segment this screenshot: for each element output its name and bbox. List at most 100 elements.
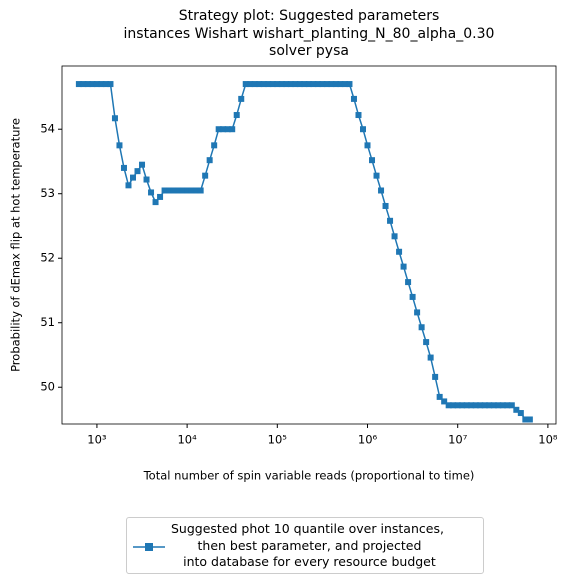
- data-point: [224, 126, 231, 133]
- data-point: [459, 402, 466, 409]
- data-point: [296, 81, 303, 88]
- data-point: [517, 410, 524, 417]
- data-point: [233, 112, 240, 119]
- data-point: [513, 406, 520, 413]
- data-point: [382, 202, 389, 209]
- data-point: [373, 172, 380, 179]
- data-point: [274, 81, 281, 88]
- legend-marker: [145, 543, 153, 551]
- data-point: [364, 142, 371, 149]
- data-point: [418, 324, 425, 331]
- data-point: [414, 309, 421, 316]
- data-point: [409, 293, 416, 300]
- data-point: [116, 142, 123, 149]
- data-point: [107, 81, 114, 88]
- data-point: [423, 339, 430, 346]
- chart-title: Strategy plot: Suggested parameters inst…: [123, 8, 495, 59]
- data-point: [427, 354, 434, 361]
- data-point: [197, 187, 204, 194]
- data-point: [287, 81, 294, 88]
- data-point: [378, 187, 385, 194]
- data-point: [490, 402, 497, 409]
- data-point: [350, 95, 357, 102]
- data-point: [211, 142, 218, 149]
- data-point: [526, 416, 533, 423]
- data-point: [220, 126, 227, 133]
- data-point: [251, 81, 258, 88]
- data-point: [504, 402, 511, 409]
- data-point: [89, 81, 96, 88]
- data-point: [314, 81, 321, 88]
- data-point: [80, 81, 87, 88]
- x-axis-label: Total number of spin variable reads (pro…: [143, 469, 475, 483]
- data-point: [202, 172, 209, 179]
- data-point: [337, 81, 344, 88]
- data-point: [179, 187, 186, 194]
- data-point: [188, 187, 195, 194]
- data-point: [256, 81, 263, 88]
- data-point: [139, 161, 146, 168]
- data-point: [229, 126, 236, 133]
- data-point: [445, 402, 452, 409]
- data-point: [310, 81, 317, 88]
- data-point: [323, 81, 330, 88]
- data-point: [238, 95, 245, 102]
- data-point: [125, 182, 132, 189]
- data-point: [472, 402, 479, 409]
- data-point: [477, 402, 484, 409]
- data-point: [166, 187, 173, 194]
- legend-label: Suggested phot 10 quantile over instance…: [171, 521, 444, 569]
- data-point: [450, 402, 457, 409]
- data-point: [242, 81, 249, 88]
- x-tick-label: 10⁵: [268, 433, 288, 447]
- data-point: [387, 217, 394, 224]
- data-point: [346, 81, 353, 88]
- data-point: [98, 81, 105, 88]
- data-point: [481, 402, 488, 409]
- data-point: [486, 402, 493, 409]
- legend: Suggested phot 10 quantile over instance…: [126, 517, 484, 574]
- y-tick-label: 52: [40, 251, 55, 265]
- data-point: [247, 81, 254, 88]
- data-point: [454, 402, 461, 409]
- data-point: [391, 233, 398, 240]
- data-point: [84, 81, 91, 88]
- data-point: [161, 187, 168, 194]
- data-point: [436, 393, 443, 400]
- data-point: [152, 199, 159, 206]
- data-point: [120, 164, 127, 171]
- legend-swatch: [133, 543, 165, 551]
- x-tick-label: 10⁴: [177, 433, 197, 447]
- data-point: [468, 402, 475, 409]
- data-point: [432, 373, 439, 380]
- data-point: [184, 187, 191, 194]
- data-point: [319, 81, 326, 88]
- data-point: [283, 81, 290, 88]
- data-point: [369, 157, 376, 164]
- data-point: [405, 279, 412, 286]
- y-tick-label: 54: [40, 122, 55, 136]
- x-tick-label: 10⁸: [538, 433, 558, 447]
- data-point: [332, 81, 339, 88]
- data-point: [75, 81, 82, 88]
- data-point: [441, 398, 448, 405]
- data-point: [463, 402, 470, 409]
- data-point: [148, 189, 155, 196]
- data-point: [193, 187, 200, 194]
- data-point: [130, 174, 137, 181]
- y-tick-label: 51: [40, 315, 55, 329]
- data-point: [328, 81, 335, 88]
- data-point: [93, 81, 100, 88]
- data-point: [143, 176, 150, 183]
- data-point: [278, 81, 285, 88]
- data-point: [396, 248, 403, 255]
- plot-frame: [61, 65, 557, 425]
- data-point: [260, 81, 267, 88]
- x-tick-label: 10³: [87, 433, 107, 447]
- data-point: [157, 193, 164, 200]
- data-point: [305, 81, 312, 88]
- data-point: [269, 81, 276, 88]
- series-line: [78, 83, 530, 421]
- data-point: [301, 81, 308, 88]
